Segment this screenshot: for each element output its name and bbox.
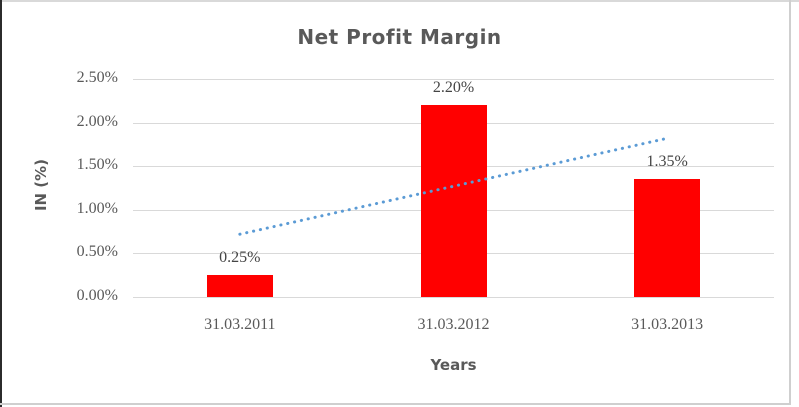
chart-border-right [789, 0, 791, 405]
gridline [133, 79, 774, 80]
bar-value-label: 0.25% [219, 249, 261, 267]
bar-value-label: 1.35% [646, 153, 688, 171]
bar-31.03.2012 [420, 105, 487, 297]
y-tick-label: 0.00% [76, 287, 118, 304]
y-tick-label: 2.00% [76, 112, 118, 130]
y-tick-label: 0.50% [76, 243, 118, 261]
chart-border-bottom [0, 403, 791, 405]
chart-border-top [0, 0, 799, 2]
bar-31.03.2013 [634, 179, 701, 297]
x-tick-label: 31.03.2013 [631, 316, 704, 333]
bar-31.03.2011 [206, 275, 273, 297]
bar-value-label: 2.20% [432, 79, 475, 97]
y-tick-label: 2.50% [76, 69, 118, 86]
x-axis-title: Years [430, 356, 477, 374]
gridline [133, 297, 774, 298]
chart-title: Net Profit Margin [297, 25, 502, 49]
y-tick-label: 1.50% [76, 156, 118, 174]
x-tick-label: 31.03.2012 [417, 316, 490, 333]
x-tick-label: 31.03.2011 [204, 316, 276, 333]
chart-border-left [0, 0, 2, 407]
y-tick-label: 1.00% [76, 199, 118, 217]
